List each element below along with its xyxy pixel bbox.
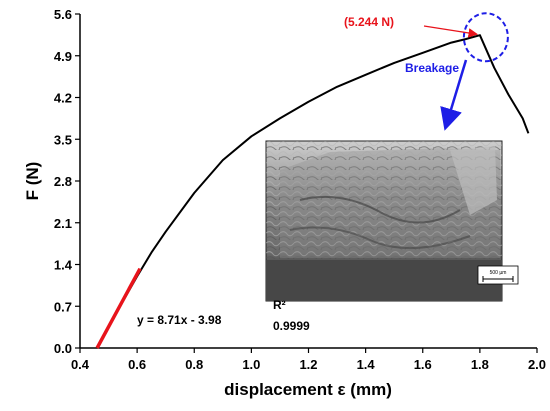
breakage-arrow: [440, 59, 468, 131]
y-tick-label: 1.4: [54, 258, 73, 273]
r2-label: R²: [273, 298, 286, 312]
r2-value: 0.9999: [273, 319, 310, 333]
y-ticks: 0.0 0.7 1.4 2.1 2.8 3.5 4.2 4.9 5.6: [54, 7, 80, 356]
x-ticks: 0.4 0.6 0.8 1.0 1.2 1.4 1.6 1.8 2.0: [71, 348, 546, 372]
y-tick-label: 0.0: [54, 341, 72, 356]
y-tick-label: 0.7: [54, 299, 72, 314]
load-curve-line: [96, 34, 530, 349]
y-tick-label: 4.9: [54, 49, 72, 64]
peak-label: (5.244 N): [344, 15, 394, 29]
x-tick-label: 1.2: [299, 357, 317, 372]
peak-arrow: [423, 25, 479, 38]
x-tick-label: 0.8: [185, 357, 203, 372]
y-axis-title: F (N): [23, 162, 42, 201]
breakage-circle: [462, 12, 509, 63]
y-tick-label: 5.6: [54, 7, 72, 22]
annotations: (5.244 N) Breakage y = 8.71x - 3.98 R² 0…: [137, 12, 509, 333]
sem-inset-image: 500 µm: [265, 140, 519, 302]
x-tick-label: 1.0: [242, 357, 260, 372]
x-tick-label: 1.8: [471, 357, 489, 372]
x-tick-label: 0.6: [128, 357, 146, 372]
breakage-label: Breakage: [405, 61, 459, 75]
y-tick-label: 2.1: [54, 216, 72, 231]
y-tick-label: 2.8: [54, 174, 72, 189]
scale-bar-label: 500 µm: [490, 270, 507, 276]
series-layer: [95, 34, 530, 349]
x-axis-title: displacement ε (mm): [224, 380, 392, 399]
x-tick-label: 2.0: [528, 357, 546, 372]
y-tick-label: 3.5: [54, 132, 72, 147]
x-tick-label: 0.4: [71, 357, 90, 372]
linear-fit-line: [95, 267, 142, 349]
fit-equation: y = 8.71x - 3.98: [137, 313, 222, 327]
x-tick-label: 1.6: [414, 357, 432, 372]
x-tick-label: 1.4: [357, 357, 376, 372]
y-tick-label: 4.2: [54, 91, 72, 106]
